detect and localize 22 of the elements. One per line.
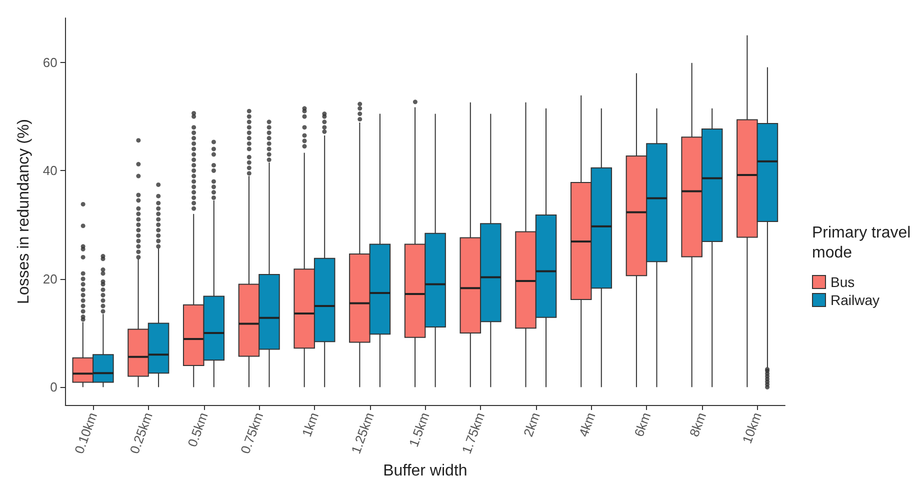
x-tick-label: 1.5km <box>406 410 432 449</box>
x-tick-label: 1.25km <box>348 410 377 456</box>
x-tick-label: 0.75km <box>237 410 266 456</box>
x-tick-label: 2km <box>520 410 543 439</box>
y-tick-label: 0 <box>50 380 58 395</box>
y-axis-title: Losses in redundancy (%) <box>16 119 32 304</box>
x-tick-label: 4km <box>576 410 598 439</box>
x-tick-label: 10km <box>739 410 764 446</box>
x-tick-label: 6km <box>631 410 654 439</box>
y-tick-label: 60 <box>42 54 58 70</box>
x-tick-label: 8km <box>686 410 710 439</box>
x-tick-label: 1km <box>299 410 322 439</box>
legend-label: Bus <box>830 274 855 290</box>
x-tick-label: 1.75km <box>458 410 488 456</box>
x-axis-title: Buffer width <box>383 462 468 480</box>
legend-title: Primary travel mode <box>812 224 911 262</box>
y-tick-label: 40 <box>42 163 58 178</box>
x-tick-label: 0.10km <box>71 410 100 456</box>
x-tick-label: 0.5km <box>184 410 211 449</box>
y-tick-label: 20 <box>42 271 58 286</box>
legend-label: Railway <box>830 292 880 308</box>
x-tick-label: 0.25km <box>126 410 156 456</box>
